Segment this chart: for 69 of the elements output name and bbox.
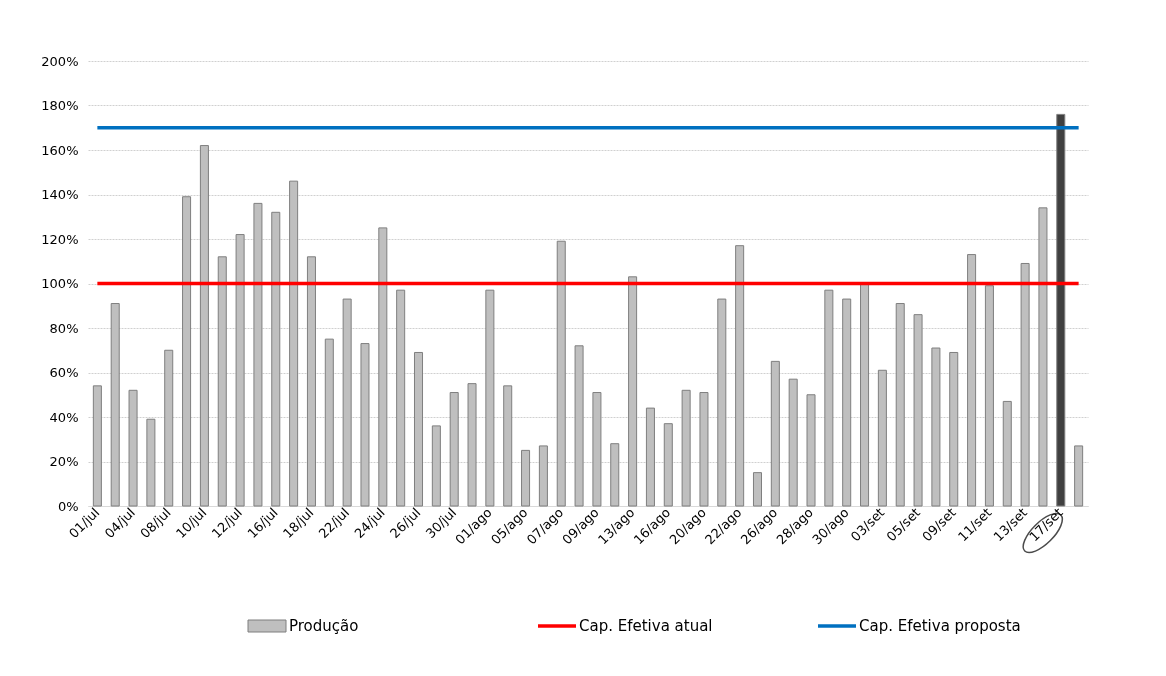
bar [592,392,602,507]
bar [610,443,620,507]
bar [110,303,120,507]
bar [485,289,495,507]
bar [860,283,870,507]
bar [306,256,316,507]
bar [645,407,655,507]
bar [877,369,887,507]
legend-label: Cap. Efetiva atual [579,617,713,635]
bar [824,289,834,507]
bar [164,349,174,507]
bar [467,383,477,507]
bar [128,389,138,507]
y-tick-label: 20% [49,454,79,469]
bar [503,385,513,507]
y-tick-label: 200% [41,53,79,69]
bar [146,418,156,507]
bar [199,145,209,507]
y-tick-label: 100% [41,276,79,291]
y-tick-label: 140% [41,187,79,202]
bar [931,347,941,507]
bar [717,298,727,507]
bar [217,256,227,507]
bar [235,234,245,507]
y-tick-label: 160% [41,142,79,158]
y-tick-label: 180% [41,98,79,113]
bar [1074,445,1084,507]
bar [182,196,192,507]
bar [1056,113,1066,507]
bar [1020,262,1030,507]
bar [431,425,441,507]
bar [895,303,905,507]
bar [324,338,334,507]
bar [913,314,923,507]
legend-label: Produção [289,617,359,635]
bar [378,227,388,507]
y-tick-label: 60% [49,365,79,380]
bar [842,298,852,507]
bar [538,445,548,507]
bar [289,180,299,507]
bar [949,351,959,507]
bar [788,378,798,507]
bar [628,276,638,507]
bar [984,285,994,507]
bar [967,254,977,507]
bar [681,389,691,507]
bar [663,423,673,507]
bar [735,245,745,507]
bar [699,392,709,507]
bar [342,298,352,507]
y-tick-label: 120% [41,231,79,247]
bar [806,394,816,507]
bar [253,202,263,507]
y-tick-label: 80% [49,320,79,336]
bar [449,392,459,507]
bar [1002,400,1012,507]
bar [574,345,584,507]
bar [521,449,531,507]
bar [1038,207,1048,507]
bar [360,343,370,507]
bar [92,385,102,507]
bar [752,472,763,507]
y-tick-label: 40% [49,409,79,425]
legend-label: Cap. Efetiva proposta [859,617,1021,635]
bar [271,211,281,507]
bar [556,240,566,507]
bar [770,360,780,507]
bar [396,289,406,507]
bar [413,351,424,507]
